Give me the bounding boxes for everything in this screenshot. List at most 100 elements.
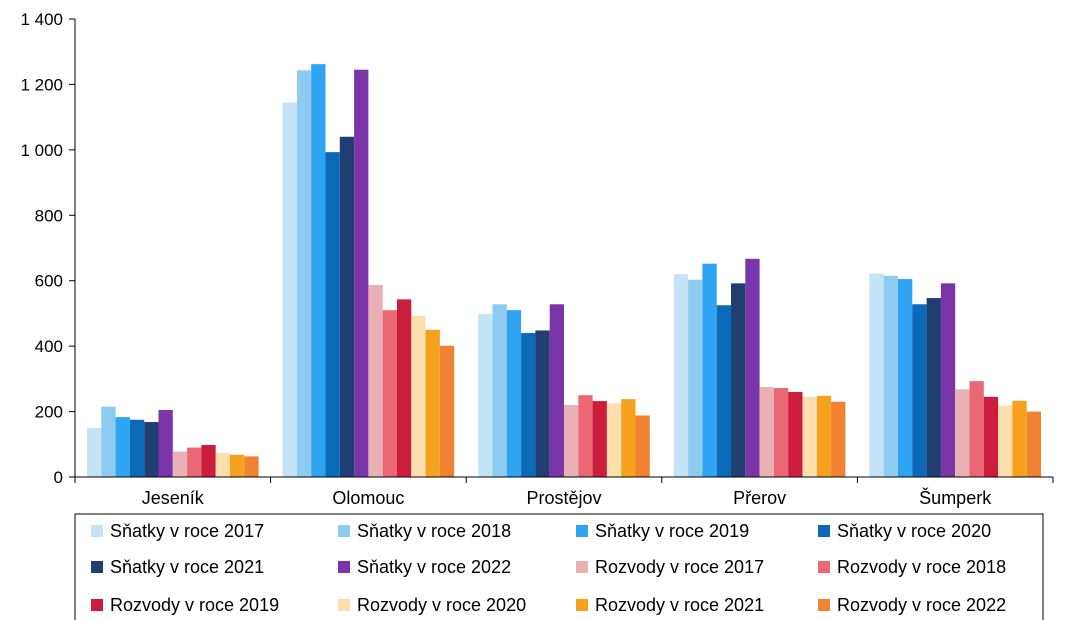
bar	[282, 102, 297, 478]
y-tick-label: 0	[54, 468, 63, 487]
legend-label: Sňatky v roce 2019	[595, 521, 749, 541]
bar	[1012, 400, 1027, 477]
x-axis: Jeseník Olomouc Prostějov Přerov Šumperk	[74, 476, 1054, 508]
bar	[425, 329, 440, 477]
bar	[635, 415, 650, 477]
bar	[311, 64, 326, 478]
legend-swatch	[818, 525, 830, 537]
bar	[731, 283, 746, 477]
bar	[215, 452, 230, 477]
bar	[201, 444, 216, 477]
legend-label: Rozvody v roce 2019	[110, 595, 279, 615]
legend-swatch	[818, 599, 830, 611]
plot-area	[87, 64, 1041, 478]
category-label: Přerov	[733, 488, 786, 508]
y-tick-label: 1 000	[20, 141, 63, 160]
bar	[101, 406, 116, 477]
bar	[187, 447, 202, 477]
legend-swatch	[338, 599, 350, 611]
bar	[478, 314, 493, 477]
y-axis: 0 200 400 600 800 1 000 1 200 1 400	[20, 10, 76, 487]
bar	[912, 304, 927, 477]
legend-label: Sňatky v roce 2018	[357, 521, 511, 541]
bar	[716, 305, 731, 477]
legend-swatch	[91, 525, 103, 537]
bar	[983, 396, 999, 477]
legend-swatch	[338, 561, 350, 573]
y-tick-label: 600	[35, 272, 63, 291]
legend-swatch	[91, 599, 103, 611]
bar	[382, 310, 397, 477]
bar	[759, 387, 774, 477]
legend-swatch	[576, 561, 588, 573]
bar	[955, 389, 970, 477]
bar	[354, 69, 369, 478]
bar	[339, 136, 355, 477]
bar	[411, 315, 426, 477]
legend-swatch	[91, 561, 103, 573]
legend-label: Sňatky v roce 2020	[837, 521, 991, 541]
legend-swatch	[576, 599, 588, 611]
bar	[606, 403, 622, 477]
legend-swatch	[818, 561, 830, 573]
bar	[788, 391, 803, 477]
legend-label: Rozvody v roce 2017	[595, 557, 764, 577]
bar	[244, 456, 259, 477]
bar	[998, 405, 1013, 477]
legend-label: Rozvody v roce 2021	[595, 595, 764, 615]
y-tick-label: 1 400	[20, 10, 63, 29]
bar	[673, 274, 689, 477]
legend-label: Rozvody v roce 2018	[837, 557, 1006, 577]
legend-label: Sňatky v roce 2017	[110, 521, 264, 541]
bar	[535, 330, 550, 477]
bar	[702, 263, 717, 477]
legend-box	[74, 513, 1044, 620]
legend-label: Rozvody v roce 2022	[837, 595, 1006, 615]
bar	[802, 396, 817, 477]
bar	[969, 381, 984, 477]
bar	[230, 454, 245, 477]
legend-swatch	[576, 525, 588, 537]
legend-label: Sňatky v roce 2021	[110, 557, 264, 577]
bar	[1026, 411, 1041, 477]
bar	[87, 427, 102, 477]
bar	[592, 401, 607, 477]
bar	[773, 388, 789, 477]
bar	[439, 345, 455, 477]
legend-label: Rozvody v roce 2020	[357, 595, 526, 615]
bar	[578, 395, 593, 477]
bar	[940, 283, 956, 477]
bar	[129, 419, 145, 477]
y-tick-label: 200	[35, 403, 63, 422]
bar	[831, 401, 846, 477]
bar	[158, 409, 173, 477]
bar	[883, 275, 898, 477]
bar	[549, 304, 564, 477]
bar	[397, 299, 412, 477]
bar	[898, 279, 913, 477]
legend: Sňatky v roce 2017 Sňatky v roce 2018 Sňat…	[74, 513, 1044, 620]
bar	[926, 298, 941, 477]
bar	[564, 405, 579, 477]
bar	[144, 422, 159, 477]
bar	[115, 417, 130, 477]
legend-swatch	[338, 525, 350, 537]
bar	[172, 451, 188, 477]
bar	[492, 304, 507, 477]
bar	[745, 258, 760, 477]
bar	[816, 395, 832, 477]
bar	[869, 273, 884, 477]
y-tick-label: 400	[35, 337, 63, 356]
category-label: Šumperk	[919, 487, 992, 508]
bar	[368, 284, 383, 477]
category-label: Jeseník	[142, 488, 205, 508]
y-tick-label: 1 200	[20, 75, 63, 94]
y-tick-label: 800	[35, 206, 63, 225]
bar	[521, 333, 536, 477]
bar	[296, 70, 312, 478]
category-label: Prostějov	[526, 488, 601, 508]
legend-label: Sňatky v roce 2022	[357, 557, 511, 577]
bar	[621, 399, 636, 477]
bar	[688, 279, 703, 477]
